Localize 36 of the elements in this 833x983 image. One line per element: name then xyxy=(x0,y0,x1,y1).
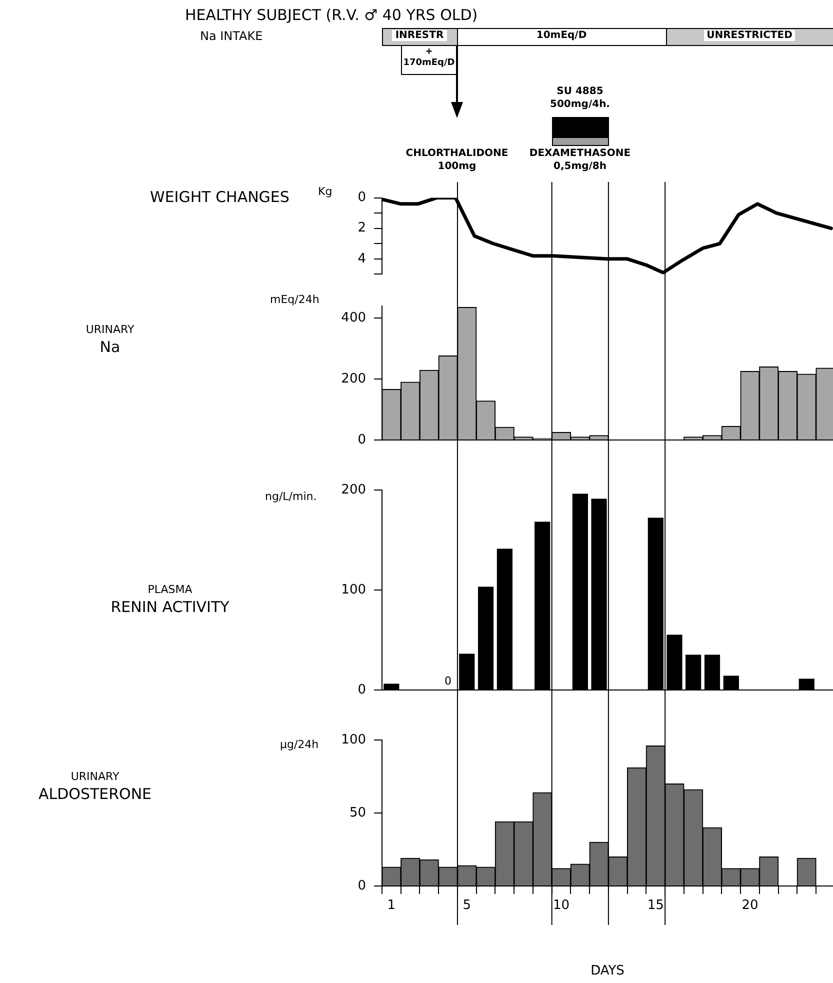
text: CHLORTHALIDONE 100mg xyxy=(406,148,508,172)
y-tick-label: 0 xyxy=(358,682,366,698)
y-tick-label: 50 xyxy=(349,805,366,820)
y-tick-label: 4 xyxy=(358,251,366,266)
y-tick-label: 200 xyxy=(341,482,366,498)
y-tick-label: 0 xyxy=(358,190,366,206)
y-tick-label: 0 xyxy=(358,432,366,448)
y-axis-title: PLASMA RENIN ACTIVITY xyxy=(110,582,230,616)
text: Na INTAKE xyxy=(200,29,263,43)
text: 10mEq/D xyxy=(536,30,587,41)
y-tick-label: 0 xyxy=(358,878,366,894)
x-tick-label: 20 xyxy=(742,898,758,914)
x-tick-label: 5 xyxy=(462,898,472,914)
x-tick-label: 15 xyxy=(647,898,664,914)
x-tick-label: 1 xyxy=(387,898,396,914)
y-axis-title: WEIGHT CHANGES xyxy=(150,188,290,206)
y-axis-title: URINARY Na xyxy=(86,322,134,356)
chart-subtitle: mEq/24h xyxy=(270,292,320,306)
y-tick-label: 200 xyxy=(341,371,366,386)
text: INRESTR xyxy=(392,30,447,41)
y-tick-label: 2 xyxy=(358,220,366,236)
chart-subtitle: Kg xyxy=(318,184,332,198)
x-tick-label: 10 xyxy=(552,898,570,914)
text: DEXAMETHASONE 0,5mg/8h xyxy=(529,148,631,172)
y-axis-title: URINARY ALDOSTERONE xyxy=(38,770,152,803)
text: ng/L/min. xyxy=(265,490,317,503)
data-label: 0 xyxy=(444,674,452,688)
y-tick-label: 400 xyxy=(341,310,366,326)
y-tick-label: 100 xyxy=(341,582,366,598)
text: HEALTHY SUBJECT (R.V. ♂ 40 YRS OLD) xyxy=(185,6,478,24)
text: UNRESTRICTED xyxy=(704,30,796,41)
chart-subtitle: µg/24h xyxy=(280,738,319,751)
text: SU 4885 500mg/4h. xyxy=(550,86,610,110)
y-tick-label: 100 xyxy=(341,732,366,748)
x-axis-title: DAYS xyxy=(590,964,624,979)
text: + 170mEq/D xyxy=(403,47,455,68)
